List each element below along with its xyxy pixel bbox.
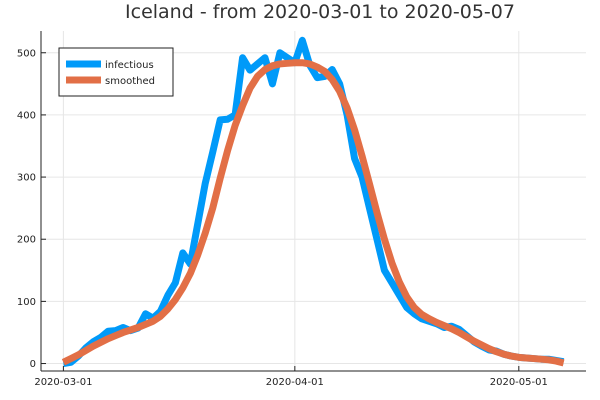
series-layer xyxy=(61,36,565,367)
y-tick-label: 100 xyxy=(17,297,36,308)
x-tick-label: 2020-05-01 xyxy=(490,377,548,388)
chart-title: Iceland - from 2020-03-01 to 2020-05-07 xyxy=(125,1,515,23)
legend-box xyxy=(58,47,174,97)
y-tick-label: 0 xyxy=(30,359,36,370)
legend-label-smoothed: smoothed xyxy=(105,76,155,87)
legend: infectious smoothed xyxy=(58,47,174,97)
axis-layer: 0 100 200 300 400 500 2020-03-01 2020-04-01 2020… xyxy=(17,31,586,388)
legend-label-infectious: infectious xyxy=(105,60,154,71)
y-tick-label: 500 xyxy=(17,48,36,59)
series-line-smoothed xyxy=(61,59,565,367)
x-tick-label: 2020-04-01 xyxy=(266,377,324,388)
y-tick-label: 200 xyxy=(17,235,36,246)
x-tick-label: 2020-03-01 xyxy=(34,377,92,388)
y-tick-label: 400 xyxy=(17,110,36,121)
y-tick-label: 300 xyxy=(17,173,36,184)
